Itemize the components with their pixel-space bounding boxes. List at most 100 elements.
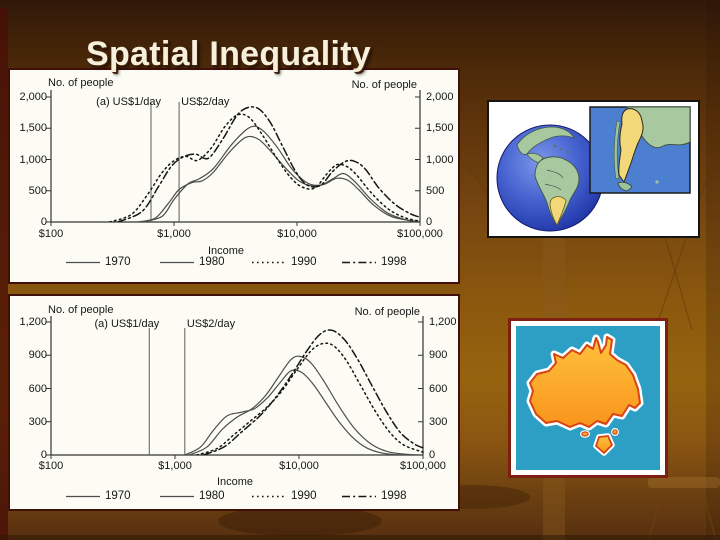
x-tick-label: $10,000 (277, 228, 317, 240)
globe-inset-graphic (496, 106, 691, 232)
scale-leg (701, 487, 717, 540)
legend-item: 1970 (66, 256, 131, 269)
income-distribution-chart-top: No. of people No. of people Income (a) U… (8, 68, 460, 284)
legend-sample-dotted (252, 261, 286, 264)
series-1998 (117, 106, 421, 222)
y-tick-label-right: 1,500 (426, 122, 454, 135)
y-axis-label-right: No. of people (351, 79, 417, 91)
series-1980 (141, 125, 421, 222)
y-tick-label-left: 2,000 (19, 91, 47, 103)
y-tick-label-right: 500 (426, 184, 445, 197)
x-tick-label: $100 (38, 460, 64, 472)
y-tick-label-right: 1,000 (426, 153, 454, 166)
caribbean-island (566, 150, 570, 154)
argentina-globe-map (487, 100, 700, 238)
y-tick-label-left: 1,200 (19, 316, 47, 328)
legend-label: 1970 (105, 256, 131, 268)
legend-item: 1998 (342, 256, 407, 269)
legend-item: 1970 (66, 490, 131, 503)
y-tick-label-left: 1,000 (19, 153, 47, 166)
y-axis-label-left: No. of people (48, 304, 114, 316)
legend-sample-dashdot (342, 495, 376, 498)
australia-land (529, 336, 641, 428)
x-tick-label: $100,000 (397, 228, 443, 240)
x-tick-label: $100 (38, 228, 64, 240)
caribbean-island (559, 147, 563, 151)
legend-label: 1980 (199, 256, 225, 268)
argentina-highlight (549, 196, 567, 226)
y-tick-label-left: 600 (28, 382, 47, 395)
legend-item: 1990 (252, 490, 317, 503)
bottom-edge-strip (0, 535, 720, 540)
x-tick-label: $10,000 (279, 460, 319, 472)
legend-sample-solid (66, 496, 100, 498)
inset-argentina (618, 108, 644, 184)
legend-sample-dashdot (342, 261, 376, 264)
series-1990 (196, 342, 424, 455)
y-tick-label-right: 0 (426, 216, 433, 228)
legend-sample-solid (160, 496, 194, 498)
legend-item: 1990 (252, 256, 317, 269)
poverty-line-label: US$2/day (186, 318, 236, 330)
legend-label: 1998 (381, 490, 407, 502)
caribbean-island (553, 144, 557, 148)
series-1998 (202, 329, 424, 455)
series-1990 (108, 113, 421, 222)
series-1970 (184, 369, 424, 455)
chart-plot-area (46, 90, 421, 226)
page-title: Spatial Inequality (86, 34, 372, 73)
australia-map (508, 318, 668, 478)
scale-base (648, 477, 720, 488)
legend-label: 1990 (291, 256, 317, 268)
inset-tierra-del-fuego (617, 181, 633, 192)
tasmania-land (595, 435, 613, 454)
y-tick-label-right: 900 (429, 349, 448, 362)
right-edge-strip (706, 0, 720, 540)
australia-graphic (516, 326, 660, 470)
country-borders (544, 169, 564, 191)
y-axis-label-right: No. of people (354, 306, 420, 318)
income-distribution-chart-bottom: No. of people No. of people Income (a) U… (8, 294, 460, 511)
y-tick-label-right: 1,200 (429, 316, 457, 328)
y-tick-label-left: 500 (28, 184, 47, 197)
small-island (612, 429, 618, 435)
poverty-line-label: US$2/day (181, 96, 230, 108)
left-edge-strip (0, 8, 8, 540)
scale-leg (647, 487, 665, 540)
series-1980 (188, 355, 424, 455)
legend-label: 1990 (291, 490, 317, 502)
legend-item: 1980 (160, 256, 225, 269)
chart-plot-area (46, 316, 424, 459)
y-tick-label-right: 2,000 (426, 91, 454, 103)
south-america-land (534, 156, 580, 226)
legend-sample-solid (160, 262, 194, 264)
legend-sample-solid (66, 262, 100, 264)
y-tick-label-right: 600 (429, 382, 448, 395)
north-america-land (516, 126, 575, 155)
y-tick-label-left: 300 (28, 415, 47, 428)
y-tick-label-left: 900 (28, 349, 47, 362)
y-tick-label-left: 0 (40, 449, 47, 461)
kangaroo-island (581, 431, 589, 437)
y-axis-label-left: No. of people (48, 77, 114, 89)
poverty-line-label: (a) US$1/day (96, 96, 161, 108)
scale-pan (218, 506, 382, 536)
x-axis-label: Income (207, 245, 245, 257)
y-tick-label-right: 0 (429, 449, 436, 461)
inset-falkland-islands (655, 180, 659, 184)
legend-item: 1980 (160, 490, 225, 503)
y-tick-label-right: 300 (429, 415, 448, 428)
x-tick-label: $1,000 (158, 460, 192, 472)
y-tick-label-left: 1,500 (19, 122, 47, 135)
inset-chile-strip (613, 120, 621, 180)
legend-label: 1970 (105, 490, 131, 502)
legend-item: 1998 (342, 490, 407, 503)
series-1970 (136, 135, 421, 222)
x-tick-label: $1,000 (157, 228, 191, 240)
legend-label: 1980 (199, 490, 225, 502)
legend-sample-dotted (252, 495, 286, 498)
poverty-line-label: (a) US$1/day (94, 318, 160, 330)
x-tick-label: $100,000 (400, 460, 446, 472)
y-tick-label-left: 0 (40, 216, 47, 228)
